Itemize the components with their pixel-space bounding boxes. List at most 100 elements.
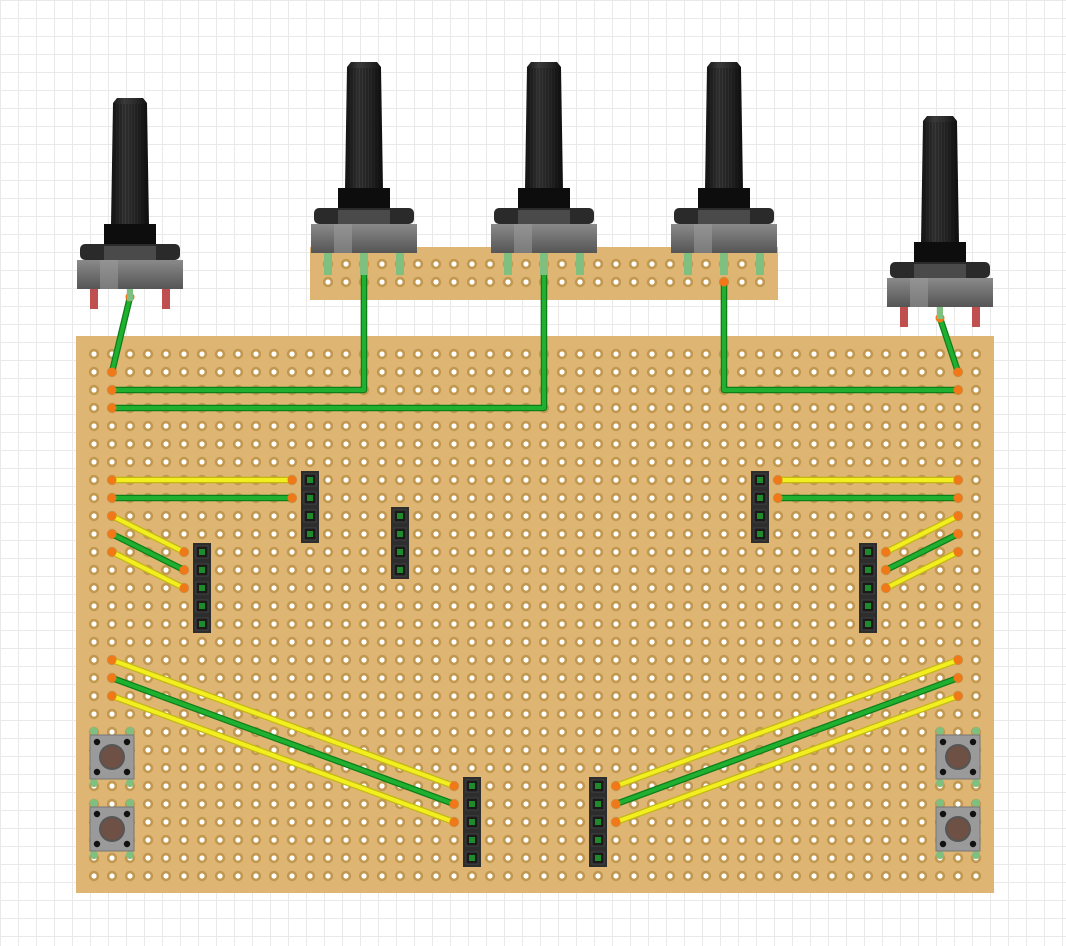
hole: [883, 747, 889, 753]
hole: [361, 567, 367, 573]
hole: [289, 441, 295, 447]
hole: [649, 837, 655, 843]
hole: [649, 693, 655, 699]
hole: [217, 855, 223, 861]
hole: [397, 639, 403, 645]
button-pin: [972, 799, 980, 807]
hole: [181, 459, 187, 465]
hole: [649, 729, 655, 735]
hole: [829, 351, 835, 357]
hole: [559, 261, 565, 267]
hole: [379, 477, 385, 483]
header-pin: [469, 819, 475, 825]
hole: [865, 351, 871, 357]
hole: [235, 819, 241, 825]
hole: [757, 837, 763, 843]
pot-nut-center: [104, 246, 156, 260]
hole: [361, 477, 367, 483]
hole: [775, 585, 781, 591]
potentiometer-5: [887, 116, 993, 307]
hole: [559, 783, 565, 789]
hole: [469, 531, 475, 537]
hole: [775, 765, 781, 771]
hole: [163, 837, 169, 843]
hole: [361, 657, 367, 663]
hole: [793, 765, 799, 771]
hole: [433, 459, 439, 465]
hole: [397, 873, 403, 879]
hole: [811, 513, 817, 519]
hole: [703, 693, 709, 699]
hole: [217, 837, 223, 843]
hole: [199, 747, 205, 753]
wire-right-mid-3-core: [884, 550, 960, 590]
hole: [595, 567, 601, 573]
hole: [631, 801, 637, 807]
hole: [559, 477, 565, 483]
hole: [937, 567, 943, 573]
hole: [235, 549, 241, 555]
hole: [469, 873, 475, 879]
potentiometer-1: [77, 98, 183, 289]
hole: [775, 603, 781, 609]
hole: [469, 477, 475, 483]
hole: [667, 369, 673, 375]
hole: [487, 459, 493, 465]
hole: [631, 351, 637, 357]
hole: [325, 855, 331, 861]
hole: [505, 387, 511, 393]
hole: [181, 765, 187, 771]
hole: [289, 783, 295, 789]
button-screw: [969, 768, 977, 776]
potentiometers: [77, 62, 993, 327]
hole: [397, 495, 403, 501]
hole: [667, 747, 673, 753]
hole: [235, 639, 241, 645]
hole: [739, 675, 745, 681]
hole: [451, 549, 457, 555]
hole: [577, 513, 583, 519]
knob-bushing: [698, 188, 750, 210]
hole: [559, 729, 565, 735]
hole: [829, 819, 835, 825]
hole: [253, 639, 259, 645]
hole: [127, 873, 133, 879]
hole: [649, 621, 655, 627]
hole: [109, 423, 115, 429]
hole: [235, 693, 241, 699]
hole: [379, 729, 385, 735]
wire-end: [107, 529, 117, 539]
hole: [451, 675, 457, 681]
hole: [469, 369, 475, 375]
hole: [163, 441, 169, 447]
wire-end: [107, 655, 117, 665]
hole: [649, 513, 655, 519]
hole: [145, 513, 151, 519]
hole: [523, 585, 529, 591]
hole: [415, 621, 421, 627]
hole: [181, 513, 187, 519]
hole: [865, 675, 871, 681]
hole: [793, 603, 799, 609]
hole: [361, 513, 367, 519]
wire-end: [611, 817, 621, 827]
hole: [433, 729, 439, 735]
hole: [325, 621, 331, 627]
hole: [343, 675, 349, 681]
hole: [937, 513, 943, 519]
hole: [955, 423, 961, 429]
hole: [199, 855, 205, 861]
hole: [217, 765, 223, 771]
hole: [379, 819, 385, 825]
hole: [253, 441, 259, 447]
hole: [271, 567, 277, 573]
hole: [577, 441, 583, 447]
hole: [847, 765, 853, 771]
hole: [361, 549, 367, 555]
hole: [181, 819, 187, 825]
hole: [973, 549, 979, 555]
hole: [559, 405, 565, 411]
hole: [577, 351, 583, 357]
hole: [505, 621, 511, 627]
wire-pot4-core: [722, 280, 960, 392]
